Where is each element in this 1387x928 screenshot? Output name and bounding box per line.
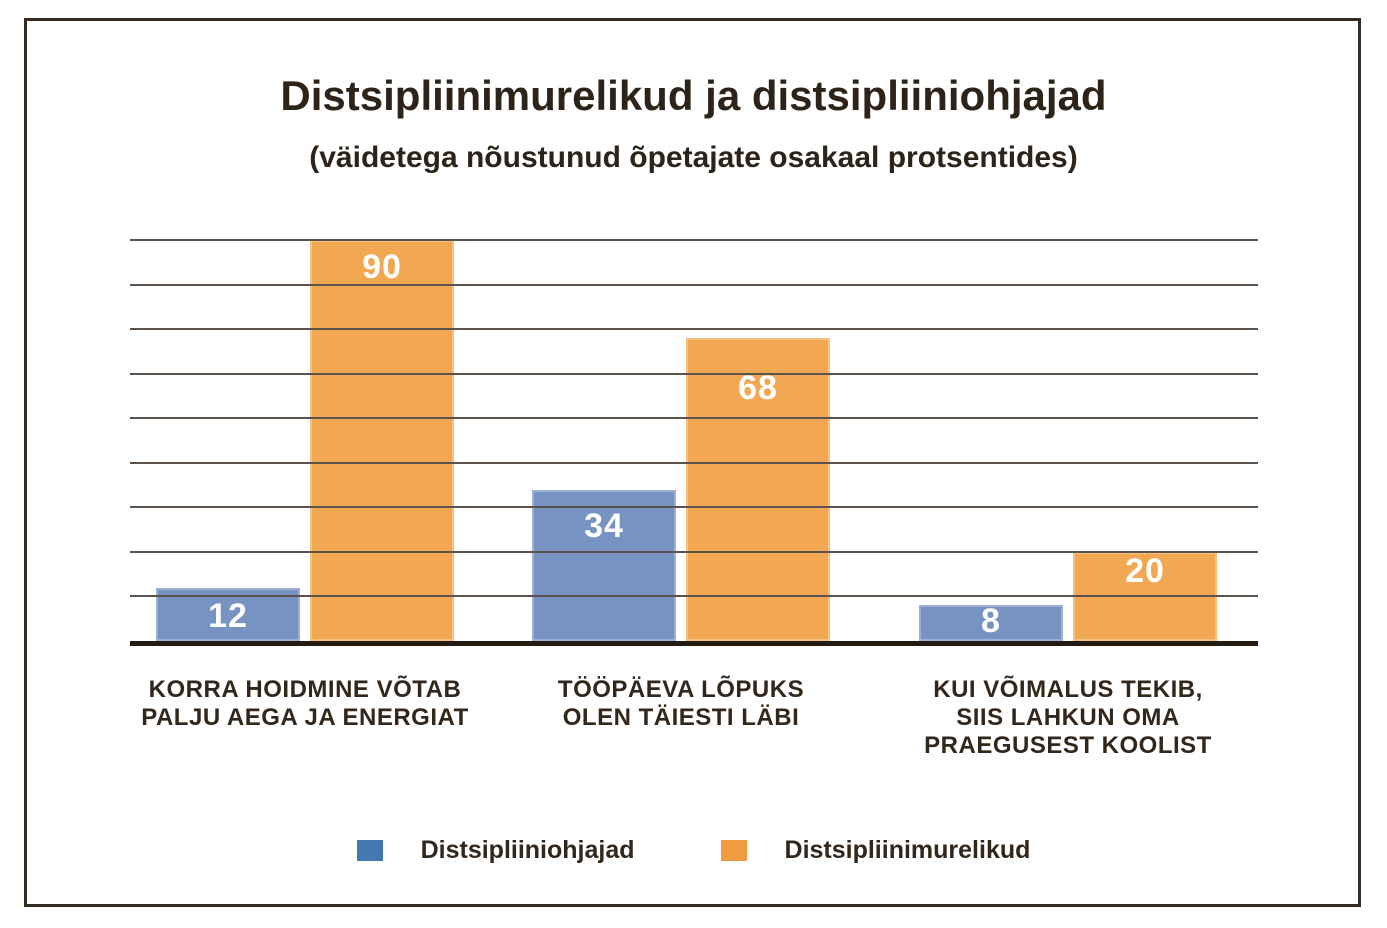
gridline [130,417,1258,420]
category-label-line: PRAEGUSEST KOOLIST [924,732,1212,759]
gridline [130,372,1258,375]
bar-value-label: 20 [1125,551,1165,590]
bar-value-label: 68 [738,369,778,408]
page-title: Distsipliinimurelikud ja distsipliiniohj… [280,72,1107,119]
legend-label: Distsipliinimurelikud [784,835,1031,864]
legend: Distsipliiniohjajad Distsipliinimurelikud [0,832,1387,868]
legend-item-murelikud: Distsipliinimurelikud [720,835,1031,865]
bar-value-label: 34 [584,506,624,545]
category-label-line: KUI VÕIMALUS TEKIB, [933,676,1203,703]
bar-ohjajad-3: 8 [919,602,1063,641]
category-label-line: KORRA HOIDMINE VÕTAB [148,676,462,703]
category-label-line: TÖÖPÄEVA LÕPUKS [557,676,805,703]
bar-value-label: 90 [362,248,402,286]
category-label-1: KORRA HOIDMINE VÕTAB PALJU AEGA JA ENERGI… [115,676,495,732]
legend-item-ohjajad: Distsipliiniohjajad [356,835,635,865]
x-axis-baseline [130,641,1258,646]
bar-ohjajad-2: 34 [532,489,676,641]
category-label-line: PALJU AEGA JA ENERGIAT [141,704,469,731]
outer-border-frame [24,18,1361,907]
category-label-line: SIIS LAHKUN OMA [956,704,1180,731]
gridline [130,283,1258,286]
legend-swatch-icon [356,839,383,861]
page-subtitle: (väidetega nõustunud õpetajate osakaal p… [309,141,1078,174]
gridline [130,550,1258,553]
gridline [130,506,1258,509]
category-label-3: KUI VÕIMALUS TEKIB, SIIS LAHKUN OMA PRAEGU… [878,676,1258,760]
category-label-line: OLEN TÄIESTI LÄBI [562,704,800,731]
legend-label: Distsipliiniohjajad [420,835,635,864]
gridline [130,595,1258,598]
gridline [130,328,1258,331]
gridline [130,239,1258,241]
gridline [130,461,1258,464]
bar-value-label: 12 [208,596,248,635]
category-label-2: TÖÖPÄEVA LÕPUKS OLEN TÄIESTI LÄBI [491,676,871,732]
bar-value-label: 8 [981,602,1001,641]
bar-murelikud-2: 68 [686,338,830,641]
plot-area: 12 34 8 90 68 20 [130,239,1258,641]
legend-swatch-icon [720,839,747,861]
bar-murelikud-1: 90 [310,240,454,641]
